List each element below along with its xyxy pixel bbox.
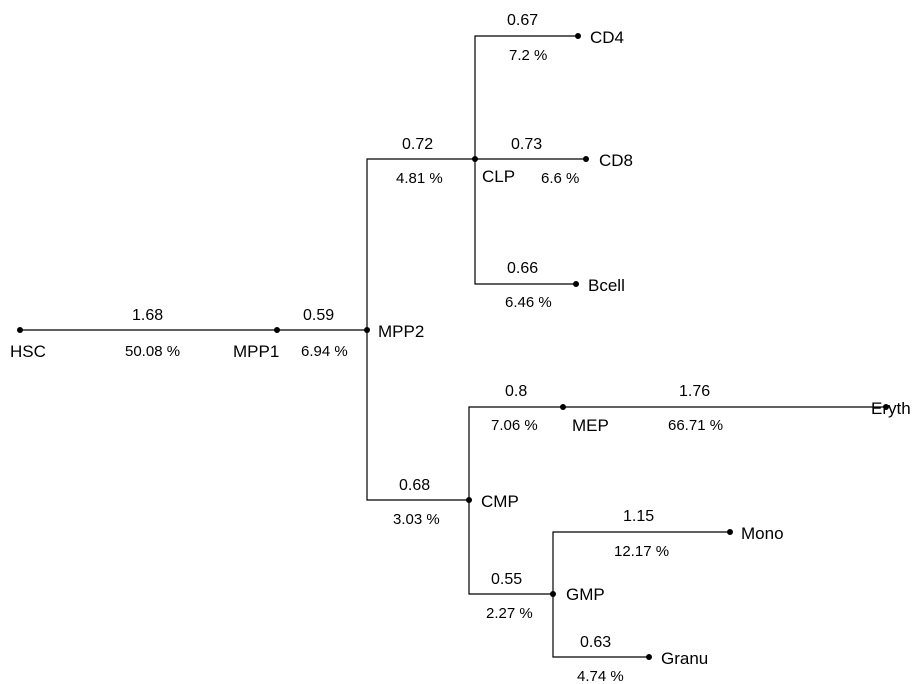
edge-clp-cd4 bbox=[474, 35, 578, 159]
edge-cmp-gmp bbox=[468, 500, 553, 595]
edge-percent-clp-cd4: 7.2 % bbox=[509, 47, 547, 64]
edge-clp-bcell bbox=[474, 159, 576, 285]
node-dot-hsc bbox=[17, 327, 23, 333]
edge-value-mpp1-mpp2: 0.59 bbox=[303, 307, 334, 324]
edge-values: 1.68 0.59 0.72 0.67 0.73 0.66 0.68 0.8 1… bbox=[132, 12, 710, 651]
edge-value-mpp2-clp: 0.72 bbox=[402, 136, 433, 153]
node-dot-mpp1 bbox=[274, 327, 280, 333]
node-label-gmp: GMP bbox=[566, 585, 605, 604]
node-label-granu: Granu bbox=[661, 649, 708, 668]
edge-value-hsc-mpp1: 1.68 bbox=[132, 307, 163, 324]
edge-gmp-mono bbox=[552, 531, 730, 594]
node-label-clp: CLP bbox=[482, 167, 515, 186]
node-label-mpp1: MPP1 bbox=[233, 342, 279, 361]
edge-percent-mep-eryth: 66.71 % bbox=[668, 417, 723, 434]
edge-gmp-granu bbox=[552, 594, 649, 658]
edge-percent-mpp2-clp: 4.81 % bbox=[396, 170, 443, 187]
edge-value-cmp-mep: 0.8 bbox=[505, 383, 527, 400]
edge-mpp2-clp bbox=[366, 158, 475, 330]
edge-percentages: 50.08 % 6.94 % 4.81 % 7.2 % 6.6 % 6.46 %… bbox=[125, 47, 723, 684]
node-dot-mep bbox=[560, 404, 566, 410]
tree-edges bbox=[20, 35, 886, 658]
edge-percent-cmp-gmp: 2.27 % bbox=[486, 605, 533, 622]
edge-percent-hsc-mpp1: 50.08 % bbox=[125, 343, 180, 360]
node-dot-mpp2 bbox=[364, 327, 370, 333]
node-label-bcell: Bcell bbox=[588, 276, 625, 295]
tree-nodes bbox=[17, 33, 889, 660]
edge-percent-clp-bcell: 6.46 % bbox=[505, 294, 552, 311]
node-label-hsc: HSC bbox=[10, 342, 46, 361]
node-dot-cmp bbox=[466, 497, 472, 503]
edge-value-cmp-gmp: 0.55 bbox=[491, 571, 522, 588]
node-dot-cd4 bbox=[575, 33, 581, 39]
node-dot-mono bbox=[727, 529, 733, 535]
node-label-cd8: CD8 bbox=[599, 151, 633, 170]
edge-percent-cmp-mep: 7.06 % bbox=[491, 417, 538, 434]
edge-percent-clp-cd8: 6.6 % bbox=[541, 170, 579, 187]
node-labels: HSC MPP1 MPP2 CLP CD4 CD8 Bcell CMP MEP … bbox=[10, 28, 911, 668]
node-dot-bcell bbox=[573, 281, 579, 287]
node-dot-clp bbox=[472, 156, 478, 162]
node-dot-eryth bbox=[883, 404, 889, 410]
edge-percent-gmp-granu: 4.74 % bbox=[577, 668, 624, 684]
edge-cmp-mep bbox=[468, 406, 563, 500]
edge-value-mpp2-cmp: 0.68 bbox=[399, 477, 430, 494]
node-dot-cd8 bbox=[583, 156, 589, 162]
edge-percent-mpp2-cmp: 3.03 % bbox=[393, 511, 440, 528]
edge-value-mep-eryth: 1.76 bbox=[679, 383, 710, 400]
node-label-cd4: CD4 bbox=[590, 28, 624, 47]
edge-value-clp-cd8: 0.73 bbox=[511, 136, 542, 153]
node-dot-gmp bbox=[550, 591, 556, 597]
edge-percent-mpp1-mpp2: 6.94 % bbox=[301, 343, 348, 360]
node-label-eryth: Eryth bbox=[871, 399, 911, 418]
edge-value-clp-bcell: 0.66 bbox=[507, 260, 538, 277]
node-dot-granu bbox=[646, 654, 652, 660]
node-label-mono: Mono bbox=[741, 524, 784, 543]
edge-mpp2-cmp bbox=[366, 330, 469, 501]
node-label-mpp2: MPP2 bbox=[378, 322, 424, 341]
edge-percent-gmp-mono: 12.17 % bbox=[614, 543, 669, 560]
node-label-cmp: CMP bbox=[481, 492, 519, 511]
node-label-mep: MEP bbox=[572, 416, 609, 435]
edge-value-gmp-granu: 0.63 bbox=[580, 634, 611, 651]
edge-value-gmp-mono: 1.15 bbox=[623, 508, 654, 525]
edge-value-clp-cd4: 0.67 bbox=[507, 12, 538, 29]
